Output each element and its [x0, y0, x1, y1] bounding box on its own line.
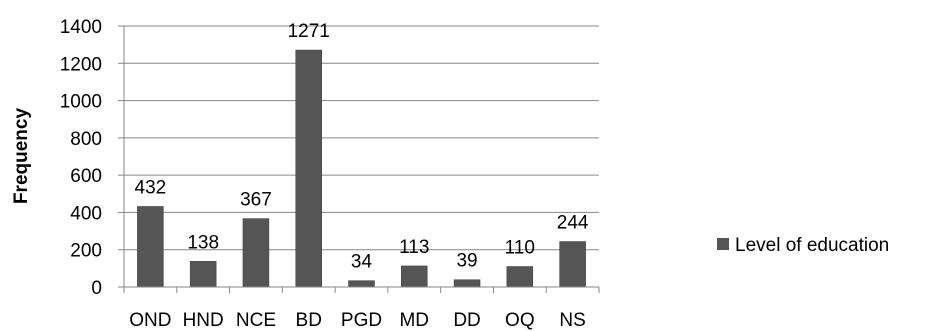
- data-label: 110: [505, 237, 535, 258]
- legend: Level of education: [717, 235, 889, 256]
- y-tick-label: 1000: [60, 92, 102, 113]
- bar: [137, 206, 164, 288]
- bar: [295, 49, 322, 288]
- x-tick-label: PGD: [341, 310, 382, 331]
- x-tick-label: DD: [453, 310, 480, 331]
- x-tick-label: NCE: [236, 310, 276, 331]
- bar: [506, 266, 534, 288]
- data-label: 39: [456, 251, 477, 272]
- data-label: 34: [351, 252, 373, 273]
- legend-swatch: [717, 238, 729, 250]
- y-tick-label: 1200: [60, 54, 102, 75]
- y-tick-label: 800: [70, 129, 102, 150]
- bar: [401, 265, 428, 288]
- bars: [137, 49, 586, 288]
- data-label: 113: [399, 237, 429, 258]
- y-tick-label: 0: [91, 278, 102, 299]
- bar: [348, 280, 375, 288]
- y-tick-label: 600: [70, 166, 102, 187]
- bar: [242, 218, 270, 288]
- x-tick-label: HND: [183, 310, 224, 331]
- data-label: 367: [240, 190, 272, 211]
- x-tick-label: BD: [296, 310, 322, 331]
- x-tick-labels: OND HND NCE BD PGD MD DD OQ NS: [129, 310, 586, 331]
- x-tick-label: OQ: [505, 310, 535, 331]
- data-labels: 432 138 367 1271 34 113 39 110 244: [135, 21, 589, 273]
- y-tick-labels: 0 200 400 600 800 1000 1200 1400: [60, 17, 102, 299]
- x-tick-label: NS: [559, 310, 585, 331]
- y-axis-title: Frequency: [11, 108, 32, 205]
- data-label: 138: [187, 232, 219, 253]
- data-label: 244: [557, 213, 589, 234]
- data-label: 432: [135, 177, 167, 198]
- y-tick-label: 200: [70, 241, 102, 262]
- x-tick-label: OND: [129, 310, 171, 331]
- data-label: 1271: [288, 21, 330, 42]
- bar: [559, 241, 586, 288]
- axes: [118, 25, 600, 293]
- y-tick-label: 1400: [60, 17, 102, 38]
- y-tick-label: 400: [70, 203, 102, 224]
- bar: [453, 279, 481, 288]
- legend-label: Level of education: [735, 235, 889, 256]
- gridlines: [124, 25, 599, 251]
- x-tick-label: MD: [399, 310, 429, 331]
- bar: [189, 261, 217, 288]
